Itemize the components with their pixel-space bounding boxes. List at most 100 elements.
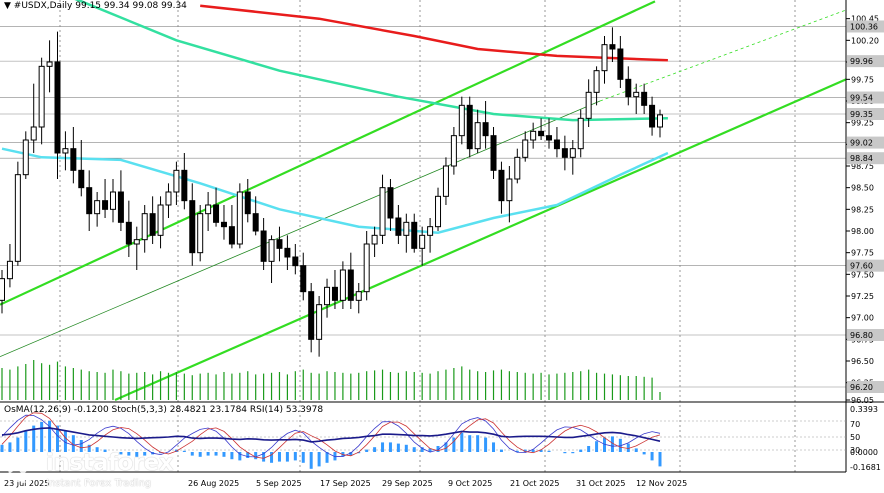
osma-bar xyxy=(499,449,503,452)
osma-bar xyxy=(642,452,646,455)
price-label: 99.96 xyxy=(850,57,873,66)
candle-body xyxy=(252,213,259,232)
candle-body xyxy=(546,135,553,141)
candle-body xyxy=(419,234,426,249)
candle-body xyxy=(284,247,291,258)
time-tick-label: 5 Sep 2025 xyxy=(256,479,302,488)
candle-body xyxy=(387,187,394,219)
osma-bar xyxy=(381,442,385,452)
osma-bar xyxy=(373,447,377,452)
candle-body xyxy=(205,204,212,215)
osma-bar xyxy=(119,452,123,455)
osma-bar xyxy=(603,437,607,452)
candle-body xyxy=(181,169,188,202)
candle-body xyxy=(347,269,354,301)
price-tick-label: 100.20 xyxy=(851,36,879,45)
ema200-line xyxy=(200,4,668,62)
osma-bar xyxy=(587,446,591,452)
osma-bar xyxy=(365,449,369,452)
stoch-label: Stoch(5,3,3) 28.4821 23.1784 xyxy=(111,405,248,415)
osma-bar xyxy=(452,437,456,452)
candle-body xyxy=(276,239,283,249)
candle-body xyxy=(474,122,481,150)
osc-tick-label: -0.1681 xyxy=(850,463,881,472)
osma-bar xyxy=(262,452,266,462)
price-label: 99.54 xyxy=(850,94,873,103)
candle-body xyxy=(228,226,235,245)
osma-bar xyxy=(388,442,392,452)
osma-bar xyxy=(214,452,218,456)
price-tick-label: 99.75 xyxy=(851,75,874,84)
price-label-box xyxy=(847,259,884,272)
osma-bar xyxy=(595,441,599,452)
osma-bar xyxy=(79,440,83,452)
collapse-triangle-icon[interactable]: ▼ xyxy=(4,1,11,11)
candle-body xyxy=(561,148,568,158)
candle-body xyxy=(268,239,275,262)
candle-body xyxy=(625,78,632,98)
price-tick-label: 98.25 xyxy=(851,205,874,214)
osc-tick-label: 0.3393 xyxy=(850,405,878,414)
symbol-label: #USDX,Daily xyxy=(13,1,73,11)
osma-bar xyxy=(309,452,313,469)
osma-bar xyxy=(270,452,274,463)
osc-tick-label: 50 xyxy=(850,433,860,442)
candle-body xyxy=(300,265,307,293)
osma-bar xyxy=(626,443,630,452)
time-tick-label: 29 Sep 2025 xyxy=(382,479,433,488)
price-label: 100.36 xyxy=(850,22,878,31)
osma-bar xyxy=(539,449,543,452)
candle-body xyxy=(577,117,584,150)
stoch-main-line xyxy=(1,414,661,458)
ema50-line xyxy=(1,147,669,234)
candle-body xyxy=(522,139,529,158)
price-label: 96.20 xyxy=(850,383,873,392)
osma-bar xyxy=(658,452,662,467)
price-tick-label: 98.50 xyxy=(851,184,874,193)
time-tick-label: 21 Oct 2025 xyxy=(510,479,559,488)
osma-bar xyxy=(325,452,329,463)
osma-bar xyxy=(135,452,139,457)
candle-body xyxy=(355,291,362,301)
price-tick-label: 96.05 xyxy=(851,396,874,405)
osma-bar xyxy=(127,452,131,456)
price-tick-label: 97.75 xyxy=(851,249,874,258)
candle-body xyxy=(569,148,576,158)
time-tick-label: 26 Aug 2025 xyxy=(188,479,239,488)
price-label-box xyxy=(847,91,884,104)
candle-body xyxy=(633,91,640,98)
candle-body xyxy=(411,221,418,249)
time-tick-label: 31 Oct 2025 xyxy=(576,479,625,488)
osma-bar xyxy=(143,452,147,456)
osma-bar xyxy=(32,425,36,452)
candle-body xyxy=(617,48,624,80)
candle-body xyxy=(62,148,69,154)
candle-body xyxy=(395,217,402,236)
candle-body xyxy=(157,204,164,236)
candle-body xyxy=(117,191,124,223)
time-tick-label: 12 Nov 2025 xyxy=(636,479,687,488)
osma-bar xyxy=(285,452,289,462)
osma-bar xyxy=(547,450,551,452)
watermark-tagline: Instant Forex Trading xyxy=(46,478,152,489)
candle-body xyxy=(403,221,410,236)
price-label-box xyxy=(847,136,884,149)
osma-bar xyxy=(333,452,337,461)
candle-body xyxy=(109,191,116,210)
osma-bar xyxy=(103,449,107,452)
candle-body xyxy=(442,165,449,197)
price-label: 98.84 xyxy=(850,154,873,163)
osma-bar xyxy=(436,446,440,452)
candle-body xyxy=(363,243,370,293)
osma-bar xyxy=(238,452,242,461)
candle-body xyxy=(482,122,489,137)
osc-tick-label: 30 xyxy=(850,446,860,455)
channel-upper-line xyxy=(0,0,656,306)
osc-tick-label: 0.0000 xyxy=(850,448,878,457)
candle-body xyxy=(593,70,600,93)
osma-bar xyxy=(55,425,59,452)
osma-bar xyxy=(222,452,226,457)
time-tick-label: 23 Jul 2025 xyxy=(4,479,49,488)
candle-body xyxy=(236,191,243,245)
